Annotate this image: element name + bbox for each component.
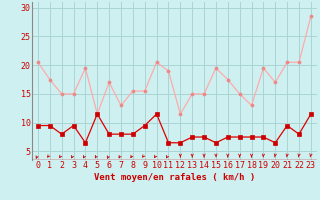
X-axis label: Vent moyen/en rafales ( km/h ): Vent moyen/en rafales ( km/h )	[94, 173, 255, 182]
